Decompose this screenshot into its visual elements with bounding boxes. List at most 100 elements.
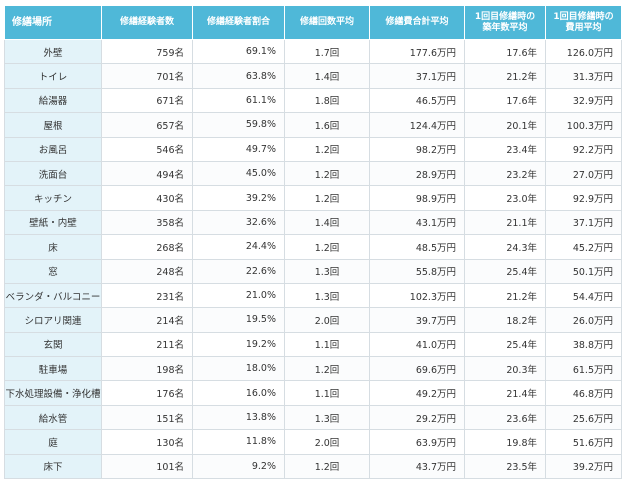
cell-ratio: 9.2% — [192, 453, 285, 479]
cell-place: 庭 — [4, 429, 102, 455]
cell-total: 177.6万円 — [369, 38, 465, 65]
cell-place: トイレ — [4, 63, 102, 89]
cell-first-cost: 38.8万円 — [545, 331, 622, 358]
cell-first-cost: 31.3万円 — [545, 63, 622, 89]
table-row: 玄関 211名 19.2% 1.1回 41.0万円 25.4年 38.8万円 — [4, 331, 622, 358]
table-row: トイレ 701名 63.8% 1.4回 37.1万円 21.2年 31.3万円 — [4, 63, 622, 89]
table-row: 窓 248名 22.6% 1.3回 55.8万円 25.4年 50.1万円 — [4, 258, 622, 284]
cell-place: 給湯器 — [4, 87, 102, 114]
cell-total: 69.6万円 — [369, 356, 465, 382]
cell-total: 29.2万円 — [369, 404, 465, 431]
cell-place: 床下 — [4, 453, 102, 479]
cell-times: 1.7回 — [284, 38, 370, 65]
cell-total: 49.2万円 — [369, 380, 465, 406]
cell-first-cost: 100.3万円 — [545, 112, 622, 138]
cell-first-cost: 46.8万円 — [545, 380, 622, 406]
cell-place: お風呂 — [4, 136, 102, 162]
cell-ratio: 63.8% — [192, 63, 285, 89]
cell-ratio: 61.1% — [192, 87, 285, 114]
cell-times: 1.8回 — [284, 87, 370, 114]
cell-ratio: 45.0% — [192, 160, 285, 187]
cell-count: 248名 — [101, 258, 193, 284]
header-label-line1: 修繕回数平均 — [299, 17, 354, 27]
cell-first-cost: 26.0万円 — [545, 307, 622, 333]
cell-first-cost: 61.5万円 — [545, 356, 622, 382]
header-label-line1: 修繕場所 — [12, 17, 52, 28]
cell-total: 39.7万円 — [369, 307, 465, 333]
cell-ratio: 21.0% — [192, 282, 285, 309]
cell-times: 2.0回 — [284, 307, 370, 333]
cell-ratio: 13.8% — [192, 404, 285, 431]
cell-count: 198名 — [101, 356, 193, 382]
cell-first-age: 17.6年 — [464, 38, 546, 65]
cell-total: 48.5万円 — [369, 234, 465, 260]
cell-count: 211名 — [101, 331, 193, 358]
table-header: 修繕場所 修繕経験者数 修繕経験者割合 修繕回数平均 修繕費合計平均 1回目修繕時の 築年数… — [4, 5, 622, 40]
cell-total: 63.9万円 — [369, 429, 465, 455]
cell-place: キッチン — [4, 185, 102, 211]
cell-times: 1.6回 — [284, 112, 370, 138]
cell-place: シロアリ関連 — [4, 307, 102, 333]
header-label-line1: 1回目修繕時の — [474, 11, 536, 22]
cell-first-age: 25.4年 — [464, 258, 546, 284]
cell-ratio: 69.1% — [192, 38, 285, 65]
cell-ratio: 18.0% — [192, 356, 285, 382]
cell-count: 214名 — [101, 307, 193, 333]
table-row: 給湯器 671名 61.1% 1.8回 46.5万円 17.6年 32.9万円 — [4, 87, 622, 114]
cell-first-cost: 32.9万円 — [545, 87, 622, 114]
cell-count: 151名 — [101, 404, 193, 431]
header-total: 修繕費合計平均 — [369, 5, 465, 40]
cell-ratio: 39.2% — [192, 185, 285, 211]
header-place: 修繕場所 — [4, 5, 102, 40]
cell-times: 1.3回 — [284, 404, 370, 431]
cell-times: 1.1回 — [284, 331, 370, 358]
cell-first-age: 23.4年 — [464, 136, 546, 162]
header-label-line1: 修繕経験者割合 — [206, 17, 270, 27]
cell-times: 1.4回 — [284, 63, 370, 89]
cell-count: 759名 — [101, 38, 193, 65]
table-row: 床 268名 24.4% 1.2回 48.5万円 24.3年 45.2万円 — [4, 234, 622, 260]
cell-first-age: 17.6年 — [464, 87, 546, 114]
cell-place: 洗面台 — [4, 160, 102, 187]
header-label-line1: 1回目修繕時の — [553, 11, 614, 22]
cell-first-age: 24.3年 — [464, 234, 546, 260]
table-row: 壁紙・内壁 358名 32.6% 1.4回 43.1万円 21.1年 37.1万円 — [4, 209, 622, 236]
cell-first-cost: 50.1万円 — [545, 258, 622, 284]
header-label-line1: 修繕経験者数 — [119, 17, 174, 27]
table-row: 洗面台 494名 45.0% 1.2回 28.9万円 23.2年 27.0万円 — [4, 160, 622, 187]
cell-place: 床 — [4, 234, 102, 260]
cell-first-age: 21.1年 — [464, 209, 546, 236]
header-first-cost: 1回目修繕時の 費用平均 — [545, 5, 622, 40]
table-row: 屋根 657名 59.8% 1.6回 124.4万円 20.1年 100.3万円 — [4, 112, 622, 138]
cell-total: 41.0万円 — [369, 331, 465, 358]
cell-ratio: 11.8% — [192, 429, 285, 455]
table-row: ベランダ・バルコニー 231名 21.0% 1.3回 102.3万円 21.2年 54.4万… — [4, 282, 622, 309]
cell-total: 46.5万円 — [369, 87, 465, 114]
cell-first-age: 20.3年 — [464, 356, 546, 382]
cell-first-cost: 37.1万円 — [545, 209, 622, 236]
cell-place: ベランダ・バルコニー — [4, 282, 102, 309]
cell-ratio: 59.8% — [192, 112, 285, 138]
cell-place: 外壁 — [4, 38, 102, 65]
cell-first-age: 20.1年 — [464, 112, 546, 138]
table-row: お風呂 546名 49.7% 1.2回 98.2万円 23.4年 92.2万円 — [4, 136, 622, 162]
cell-times: 1.2回 — [284, 160, 370, 187]
header-label-line2: 費用平均 — [565, 22, 602, 33]
cell-count: 130名 — [101, 429, 193, 455]
cell-first-cost: 39.2万円 — [545, 453, 622, 479]
table-row: 外壁 759名 69.1% 1.7回 177.6万円 17.6年 126.0万円 — [4, 38, 622, 65]
cell-total: 43.1万円 — [369, 209, 465, 236]
cell-total: 98.9万円 — [369, 185, 465, 211]
cell-count: 268名 — [101, 234, 193, 260]
cell-ratio: 16.0% — [192, 380, 285, 406]
cell-total: 102.3万円 — [369, 282, 465, 309]
repair-table-container: 修繕場所 修繕経験者数 修繕経験者割合 修繕回数平均 修繕費合計平均 1回目修繕時の 築年数… — [4, 5, 622, 479]
cell-place: 下水処理設備・浄化槽 — [4, 380, 102, 406]
cell-count: 101名 — [101, 453, 193, 479]
cell-times: 1.2回 — [284, 453, 370, 479]
cell-total: 124.4万円 — [369, 112, 465, 138]
table-body: 外壁 759名 69.1% 1.7回 177.6万円 17.6年 126.0万円 トイレ 701… — [4, 38, 622, 479]
cell-first-age: 23.6年 — [464, 404, 546, 431]
cell-ratio: 49.7% — [192, 136, 285, 162]
cell-times: 1.1回 — [284, 380, 370, 406]
